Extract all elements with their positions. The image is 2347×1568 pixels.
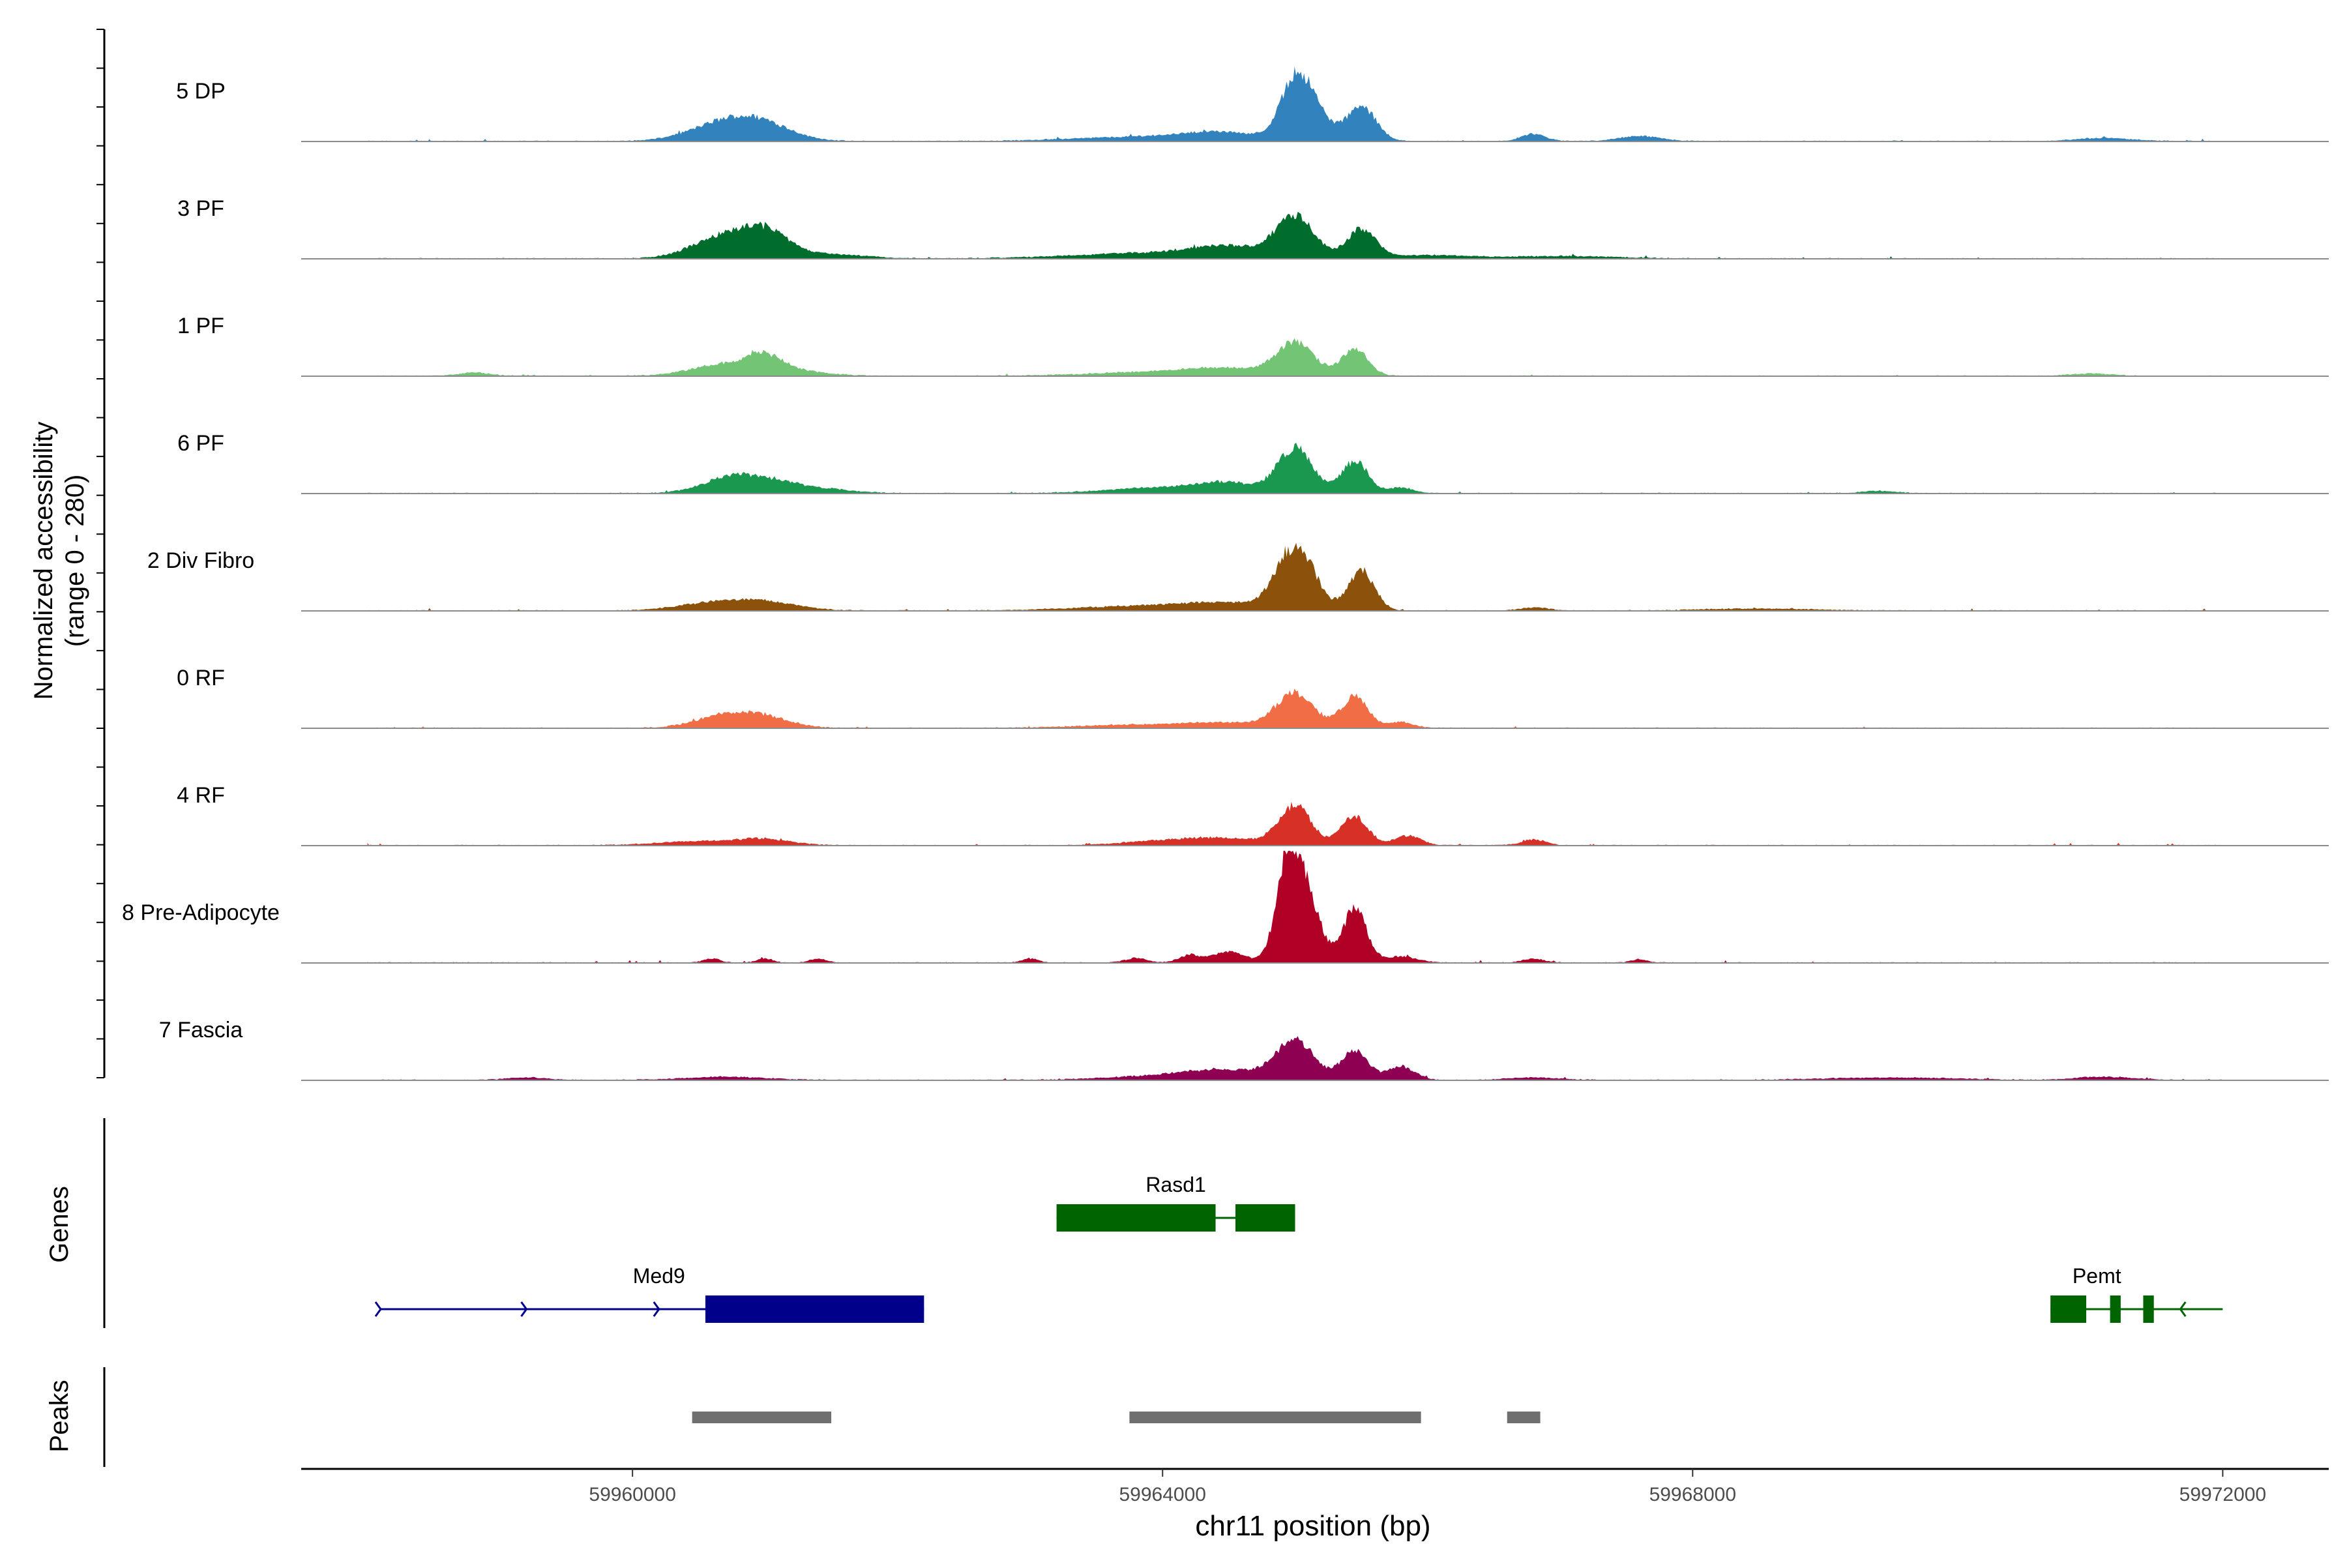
track-1-pf: 1 PF (177, 314, 2329, 377)
coverage-area (367, 542, 2223, 611)
x-tick-label: 59972000 (2179, 1484, 2266, 1505)
gene-rasd1: Rasd1 (1056, 1173, 1295, 1232)
tracks-layer: 5 DP 3 PF 1 PF 6 PF 2 Div Fibro 0 RF 4 RF 8 Pre… (122, 67, 2329, 1081)
track-2-div-fibro: 2 Div Fibro (147, 542, 2329, 612)
track-7-fascia: 7 Fascia (159, 1018, 2329, 1081)
track-label: 4 RF (177, 783, 225, 808)
track-3-pf: 3 PF (177, 196, 2329, 259)
gene-exon (2143, 1295, 2154, 1323)
peak-region (1507, 1412, 1541, 1423)
coverage-area (367, 688, 2223, 728)
x-tick-label: 59960000 (589, 1484, 675, 1505)
strand-arrow (520, 1301, 528, 1317)
track-label: 5 DP (176, 79, 226, 104)
genes-panel: Rasd1 Med9 Pemt (103, 1118, 2223, 1328)
x-tick-label: 59968000 (1649, 1484, 1736, 1505)
gene-exon (2050, 1295, 2087, 1323)
gene-exon (2110, 1295, 2121, 1323)
peak-region (692, 1412, 832, 1423)
track-label: 8 Pre-Adipocyte (122, 900, 280, 925)
coverage-area (367, 443, 2223, 494)
strand-arrow (2179, 1301, 2187, 1317)
strand-arrow (374, 1301, 382, 1317)
gene-exon (1056, 1204, 1216, 1232)
gene-med9: Med9 (374, 1264, 924, 1323)
track-4-rf: 4 RF (177, 783, 2329, 846)
x-tick-label: 59964000 (1119, 1484, 1205, 1505)
gene-exon (1235, 1204, 1295, 1232)
peak-region (1129, 1412, 1421, 1423)
track-label: 7 Fascia (159, 1018, 243, 1043)
track-label: 2 Div Fibro (147, 548, 254, 573)
y-axis (96, 29, 106, 1078)
track-6-pf: 6 PF (177, 431, 2329, 494)
strand-arrow (653, 1301, 660, 1317)
gene-label: Pemt (2073, 1264, 2121, 1288)
peaks-panel (103, 1367, 1541, 1467)
track-8-pre-adipocyte: 8 Pre-Adipocyte (122, 851, 2329, 964)
x-axis: 59960000 59964000 59968000 59972000 (301, 1468, 2329, 1505)
track-0-rf: 0 RF (177, 666, 2329, 729)
coverage-area (367, 851, 2223, 963)
x-axis-title: chr11 position (bp) (1195, 1510, 1430, 1542)
track-5-dp: 5 DP (176, 67, 2329, 142)
track-label: 3 PF (177, 196, 224, 221)
gene-pemt: Pemt (2050, 1264, 2223, 1323)
gene-exon (705, 1295, 924, 1323)
genes-panel-label: Genes (45, 1186, 74, 1263)
coverage-area (367, 211, 2223, 259)
y-axis-title-line2: (range 0 - 280) (61, 475, 89, 647)
track-label: 0 RF (177, 666, 225, 690)
track-label: 6 PF (177, 431, 224, 456)
gene-label: Med9 (633, 1264, 685, 1288)
y-axis-title-line1: Normalized accessibility (29, 422, 58, 700)
gene-label: Rasd1 (1145, 1173, 1206, 1196)
coverage-area (367, 1036, 2223, 1080)
track-label: 1 PF (177, 314, 224, 338)
peaks-panel-label: Peaks (45, 1380, 74, 1452)
coverage-area (367, 67, 2223, 141)
coverage-area (367, 338, 2223, 376)
coverage-area (367, 801, 2223, 846)
